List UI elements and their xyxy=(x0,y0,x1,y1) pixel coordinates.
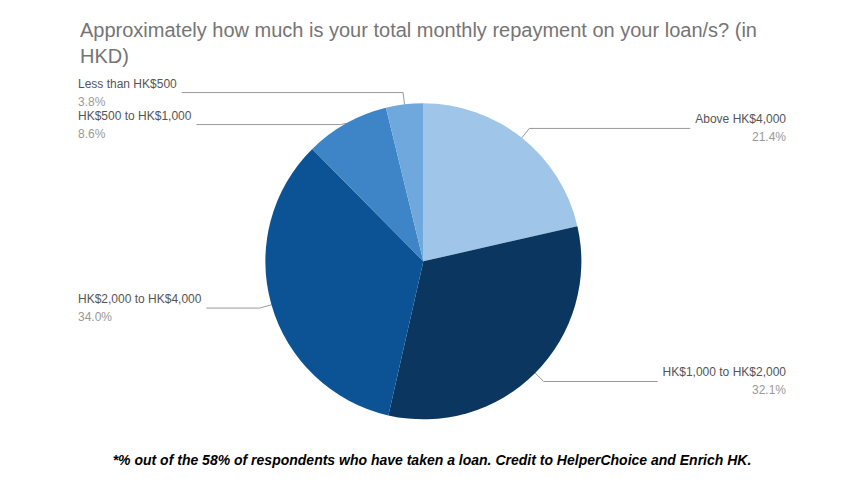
svg-text:HKD): HKD) xyxy=(80,45,129,67)
svg-text:8.6%: 8.6% xyxy=(78,127,106,141)
svg-text:HK$1,000 to HK$2,000: HK$1,000 to HK$2,000 xyxy=(663,365,787,379)
svg-text:3.8%: 3.8% xyxy=(78,95,106,109)
svg-text:HK$500 to HK$1,000: HK$500 to HK$1,000 xyxy=(78,109,192,123)
svg-text:Less than HK$500: Less than HK$500 xyxy=(78,77,177,91)
svg-text:HK$2,000 to HK$4,000: HK$2,000 to HK$4,000 xyxy=(78,292,202,306)
svg-text:32.1%: 32.1% xyxy=(752,383,786,397)
svg-text:34.0%: 34.0% xyxy=(78,310,112,324)
svg-text:Approximately how much is your: Approximately how much is your total mon… xyxy=(80,19,763,41)
svg-text:Above HK$4,000: Above HK$4,000 xyxy=(695,112,786,126)
svg-text:*% out of the 58% of responden: *% out of the 58% of respondents who hav… xyxy=(113,452,752,468)
svg-text:21.4%: 21.4% xyxy=(752,130,786,144)
